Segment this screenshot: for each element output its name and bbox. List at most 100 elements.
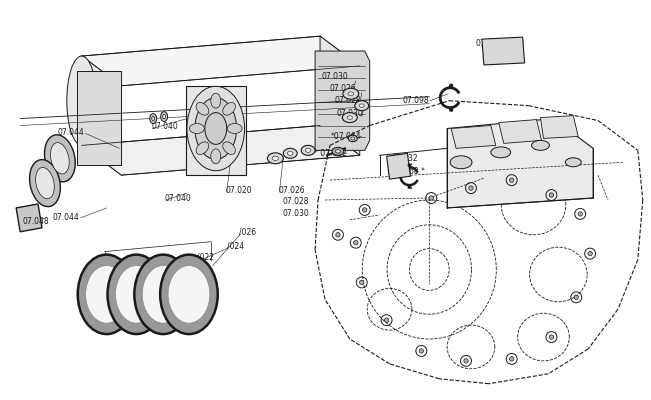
Circle shape: [449, 108, 453, 112]
Ellipse shape: [348, 92, 353, 96]
Polygon shape: [318, 56, 360, 130]
Ellipse shape: [160, 255, 217, 334]
Ellipse shape: [150, 114, 157, 124]
Ellipse shape: [195, 98, 236, 159]
Text: 07.040: 07.040: [164, 194, 191, 202]
Circle shape: [336, 232, 340, 237]
Text: 07.048: 07.048: [22, 217, 49, 226]
Ellipse shape: [134, 255, 192, 334]
Circle shape: [588, 252, 592, 256]
Text: 07.030: 07.030: [337, 109, 364, 118]
Polygon shape: [540, 116, 578, 138]
Circle shape: [363, 208, 367, 212]
Circle shape: [429, 196, 434, 200]
Polygon shape: [315, 51, 370, 150]
Polygon shape: [82, 56, 122, 175]
Text: 07.020: 07.020: [226, 186, 253, 194]
Ellipse shape: [283, 148, 298, 158]
Circle shape: [549, 193, 553, 197]
Polygon shape: [16, 204, 42, 232]
Ellipse shape: [359, 104, 364, 107]
Ellipse shape: [67, 56, 96, 145]
Text: 07.040: 07.040: [151, 122, 178, 131]
Circle shape: [510, 357, 514, 361]
Ellipse shape: [29, 160, 61, 207]
Polygon shape: [451, 126, 496, 148]
Circle shape: [578, 212, 583, 216]
Text: 07.030: 07.030: [283, 210, 309, 218]
Polygon shape: [482, 37, 525, 65]
Ellipse shape: [161, 112, 167, 122]
Ellipse shape: [532, 140, 549, 150]
Ellipse shape: [343, 88, 359, 99]
Ellipse shape: [288, 151, 293, 155]
Ellipse shape: [168, 266, 210, 323]
Ellipse shape: [36, 168, 54, 199]
Text: 07.044: 07.044: [53, 213, 79, 222]
Ellipse shape: [205, 113, 227, 144]
Circle shape: [408, 186, 411, 188]
Ellipse shape: [335, 150, 340, 153]
Ellipse shape: [305, 148, 311, 152]
Polygon shape: [320, 36, 360, 155]
Ellipse shape: [355, 101, 368, 111]
Polygon shape: [77, 71, 122, 165]
Text: 07.028: 07.028: [283, 198, 309, 206]
Text: 07.028: 07.028: [334, 96, 361, 105]
Ellipse shape: [272, 156, 279, 160]
Ellipse shape: [189, 124, 204, 134]
Ellipse shape: [565, 158, 581, 167]
Ellipse shape: [342, 113, 357, 122]
Text: /022: /022: [197, 252, 214, 261]
Ellipse shape: [187, 86, 245, 171]
Ellipse shape: [44, 135, 76, 182]
Circle shape: [384, 318, 389, 322]
Text: 07.026: 07.026: [329, 84, 356, 93]
Ellipse shape: [223, 142, 236, 154]
Text: /026: /026: [239, 227, 256, 236]
Ellipse shape: [301, 145, 315, 155]
Ellipse shape: [196, 102, 209, 115]
Circle shape: [574, 295, 579, 300]
Text: /024: /024: [227, 241, 244, 250]
Ellipse shape: [348, 135, 357, 142]
Ellipse shape: [223, 102, 236, 115]
Ellipse shape: [491, 147, 510, 158]
Ellipse shape: [143, 266, 184, 323]
Circle shape: [353, 240, 358, 245]
Text: 07.032: 07.032: [391, 154, 418, 163]
Circle shape: [464, 359, 468, 363]
Text: /020: /020: [151, 260, 169, 269]
Ellipse shape: [163, 114, 165, 119]
Polygon shape: [82, 36, 360, 86]
Polygon shape: [186, 86, 245, 175]
Text: *07.064: *07.064: [331, 132, 362, 141]
Polygon shape: [447, 118, 593, 208]
Text: 07.094: 07.094: [475, 38, 502, 48]
Circle shape: [419, 349, 424, 353]
Text: 07.044: 07.044: [58, 128, 85, 137]
Ellipse shape: [86, 266, 128, 323]
Ellipse shape: [347, 116, 352, 119]
Text: 07.068 *: 07.068 *: [391, 167, 424, 176]
Circle shape: [549, 335, 553, 339]
Polygon shape: [387, 153, 410, 179]
Ellipse shape: [115, 266, 157, 323]
Ellipse shape: [51, 143, 69, 174]
Ellipse shape: [211, 93, 221, 108]
Polygon shape: [82, 126, 360, 175]
Circle shape: [408, 164, 411, 167]
Text: * 07.062: * 07.062: [314, 149, 347, 158]
Circle shape: [510, 178, 514, 182]
Ellipse shape: [77, 255, 135, 334]
Ellipse shape: [211, 149, 221, 164]
Circle shape: [449, 84, 453, 88]
Polygon shape: [499, 120, 542, 143]
Text: 07.030: 07.030: [321, 72, 348, 81]
Text: 07.098: 07.098: [403, 96, 429, 105]
Ellipse shape: [196, 142, 209, 154]
Ellipse shape: [351, 137, 355, 140]
Ellipse shape: [227, 124, 242, 134]
Ellipse shape: [450, 156, 472, 169]
Ellipse shape: [268, 153, 283, 164]
